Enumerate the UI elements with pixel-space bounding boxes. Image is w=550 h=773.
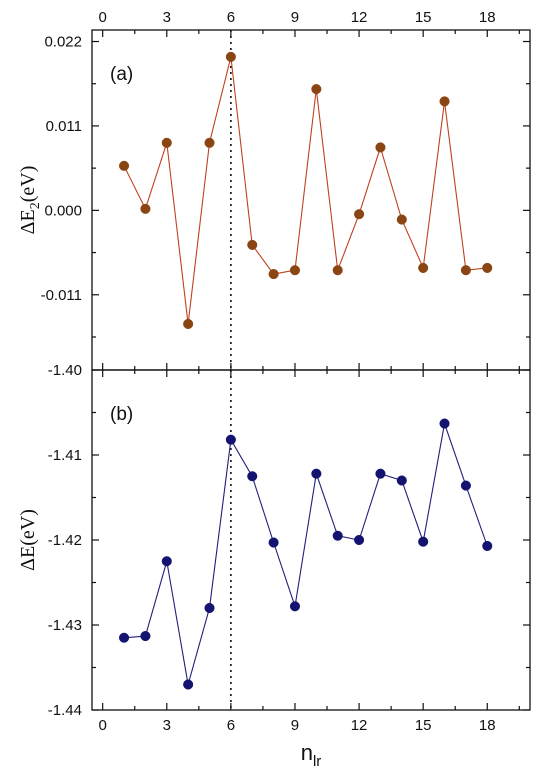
x-tick-label: 15: [415, 9, 432, 26]
data-point: [418, 536, 429, 547]
data-point: [311, 468, 322, 479]
data-point: [482, 262, 493, 273]
panel-a-y-axis-subscript: 2: [28, 202, 43, 209]
data-point: [247, 239, 258, 250]
panel-a: 0.022 0.011 0.000 -0.011 (a) ΔE2(eV): [17, 29, 531, 371]
y-tick-label: -1.41: [48, 447, 82, 464]
panel-a-frame: [91, 29, 531, 371]
data-point: [439, 96, 450, 107]
top-x-tick-labels: 0 3 6 9 12 15 18: [99, 9, 496, 26]
x-tick-label: 15: [415, 717, 432, 734]
data-point: [289, 265, 301, 276]
data-point: [140, 203, 151, 214]
panel-a-series: [118, 51, 493, 330]
x-tick-label: 3: [163, 717, 171, 734]
data-point: [332, 530, 343, 541]
x-tick-label: 0: [99, 717, 107, 734]
x-axis-title: nlr: [301, 740, 322, 770]
series-line: [123, 421, 488, 685]
data-point: [204, 137, 215, 148]
x-tick-label: 9: [291, 9, 299, 26]
panel-a-ticks: [92, 30, 530, 370]
panel-b-series: [118, 418, 493, 690]
panel-b-y-axis-unit: (eV): [17, 509, 39, 546]
data-point: [375, 468, 386, 479]
panel-a-y-tick-labels: 0.022 0.011 0.000 -0.011: [41, 34, 82, 304]
data-point: [268, 537, 279, 548]
data-point: [118, 160, 130, 171]
panel-b-ticks: [92, 369, 530, 711]
x-tick-label: 3: [163, 9, 171, 26]
x-tick-label: 12: [351, 9, 368, 26]
y-tick-label: -1.42: [48, 532, 82, 549]
series-line: [123, 56, 488, 325]
data-point: [460, 265, 471, 276]
data-point: [418, 262, 429, 273]
data-point: [204, 602, 215, 614]
panel-b-y-tick-labels: -1.40 -1.41 -1.42 -1.43 -1.44: [48, 362, 82, 719]
y-tick-label: -1.40: [48, 362, 82, 379]
y-tick-label: -1.43: [48, 617, 82, 634]
panel-a-y-axis-unit: (eV): [17, 166, 39, 203]
data-point: [396, 475, 407, 486]
panel-b-frame: [91, 369, 531, 711]
panel-b-y-axis-symbol: ΔE: [17, 546, 39, 571]
x-tick-label: 9: [291, 717, 299, 734]
x-axis-symbol: n: [301, 740, 313, 765]
data-point: [268, 269, 279, 280]
data-point: [183, 318, 194, 330]
y-tick-label: 0.000: [44, 202, 82, 219]
data-point: [225, 434, 236, 445]
data-point: [332, 265, 343, 276]
data-point: [140, 631, 151, 642]
panel-b-label: (b): [110, 404, 133, 425]
panel-b: -1.40 -1.41 -1.42 -1.43 -1.44 (b) ΔE(eV): [17, 362, 531, 719]
data-point: [161, 556, 172, 567]
x-tick-label: 12: [351, 717, 368, 734]
data-point: [225, 51, 236, 62]
data-point: [460, 480, 471, 491]
data-point: [118, 632, 130, 643]
panel-b-y-axis-title: ΔE(eV): [17, 509, 39, 571]
x-tick-label: 6: [227, 717, 235, 734]
panel-a-y-axis-symbol: ΔE: [17, 209, 39, 234]
data-point: [375, 142, 386, 153]
bottom-x-tick-labels: 0 3 6 9 12 15 18: [99, 717, 496, 734]
data-point: [161, 137, 172, 148]
data-point: [439, 418, 450, 429]
x-axis-subscript: lr: [313, 753, 321, 770]
x-tick-label: 18: [479, 717, 496, 734]
data-point: [354, 534, 365, 546]
data-point: [247, 471, 258, 482]
panel-a-label: (a): [110, 64, 133, 85]
panel-a-y-axis-title: ΔE2(eV): [17, 166, 43, 235]
data-point: [354, 209, 365, 220]
y-tick-label: -1.44: [48, 702, 82, 719]
x-tick-label: 0: [99, 9, 107, 26]
y-tick-label: 0.022: [44, 34, 82, 51]
data-point: [183, 679, 194, 690]
data-point: [289, 601, 301, 612]
data-point: [396, 214, 407, 225]
y-tick-label: -0.011: [41, 287, 82, 304]
y-tick-label: 0.011: [46, 118, 82, 135]
x-tick-label: 18: [479, 9, 496, 26]
x-tick-label: 6: [227, 9, 235, 26]
data-point: [482, 540, 493, 552]
data-point: [311, 84, 322, 95]
